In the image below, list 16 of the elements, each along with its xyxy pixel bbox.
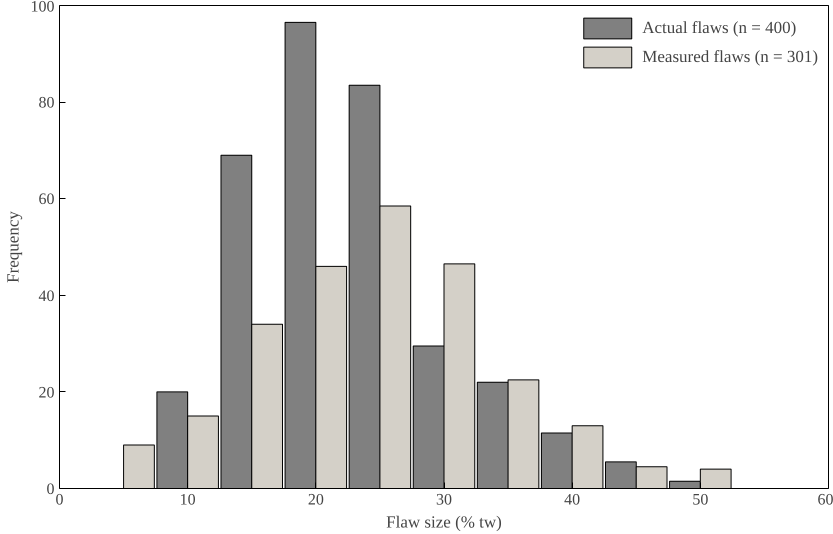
y-axis-title: Frequency (4, 210, 22, 283)
legend-label: Actual flaws (n = 400) (642, 18, 796, 38)
y-tick-label: 0 (46, 481, 54, 498)
x-tick-label: 10 (180, 492, 196, 508)
x-tick-label: 40 (564, 492, 580, 508)
y-tick-label: 60 (38, 191, 54, 208)
y-tick-label: 20 (38, 384, 54, 402)
x-tick-label: 50 (692, 492, 708, 508)
x-tick-label: 60 (818, 492, 833, 508)
legend-label: Measured flaws (n = 301) (642, 47, 818, 67)
x-tick-label: 20 (308, 492, 324, 508)
x-axis-title: Flaw size (% tw) (386, 512, 502, 532)
y-tick-label: 80 (38, 94, 54, 112)
y-tick-label: 40 (38, 288, 54, 305)
x-tick-label: 30 (436, 492, 452, 508)
y-tick-label: 100 (30, 0, 54, 16)
